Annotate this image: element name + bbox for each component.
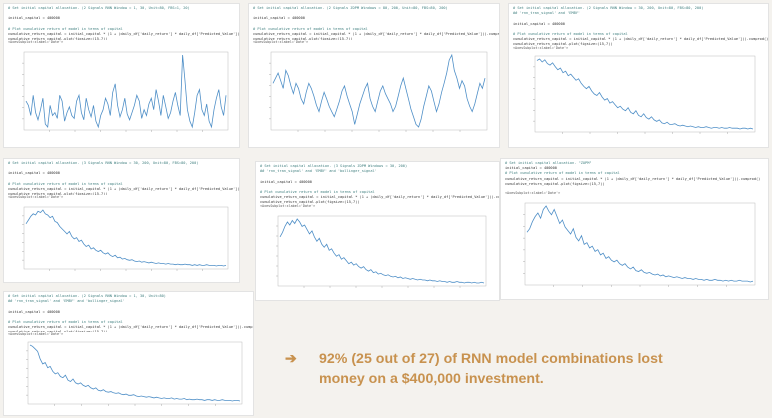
code-comment: # Plot cumulative return of model in ter… [8,26,123,31]
line-chart [22,206,229,271]
code-line: cumulative_return_capital.plot(figsize=(… [253,37,353,40]
notebook-cell-4: # Set initial capital allocation. (3 Sig… [3,158,240,283]
code-comment: # Plot cumulative return of model in ter… [8,319,123,324]
series-line [536,58,754,130]
line-chart [533,55,756,134]
code-line: initial_capital = 400000 [260,179,312,184]
summary-line-1: 92% (25 out of 27) of RNN model combinat… [319,351,663,367]
code-comment: # Set initial capital allocation. (2 Sig… [513,6,704,10]
plot-frame [534,55,756,133]
notebook-cell-7: # Set initial capital allocation. (2 Sig… [3,291,254,416]
series-line [272,53,486,128]
axes-output: <AxesSubplot:xlabel='Date'> [260,204,316,208]
code-comment: # Set initial capital allocation. "ZOPM" [505,161,592,165]
plot-frame [23,51,229,131]
code-comment: # Plot cumulative return of model in ter… [513,31,628,36]
code-comment: # Plot cumulative return of model in ter… [505,171,620,176]
plot-frame [27,341,243,405]
line-chart [26,341,243,406]
code-comment: # Plot cumulative return of model in ter… [260,189,375,194]
plot-frame [277,215,487,287]
code-comment: # Set initial capital allocation. (3 Sig… [8,161,199,165]
code-line: initial_capital = 400000 [8,309,60,314]
code-comment: ## 'rnn_tran_signal' and 'EMBY' [513,11,581,16]
line-chart [269,51,488,132]
line-chart [523,202,756,287]
code-block: # Set initial capital allocation. (2 Sig… [249,4,499,40]
axes-output: <AxesSubplot:xlabel='Date'> [513,46,569,50]
notebook-cell-1: # Set initial capital allocation. (2 Sig… [3,3,240,148]
code-line: cumulative_return_capital = initial_capi… [8,186,239,191]
code-comment: # Set initial capital allocation. (2 Sig… [253,6,448,10]
arrow-right-icon: ➔ [285,351,297,367]
notebook-cell-6: # Set initial capital allocation. "ZOPM"… [500,158,769,300]
code-line: cumulative_return_capital.plot(figsize=(… [260,200,360,204]
code-line: initial_capital = 400000 [253,16,305,21]
series-line [526,205,754,283]
summary-line-2: money on a $400,000 investment. [319,371,544,387]
code-comment: # Set initial capital allocation. (3 Sig… [260,164,408,168]
notebook-cell-3: # Set initial capital allocation. (2 Sig… [508,3,769,148]
line-chart [276,215,487,288]
series-line [29,344,241,402]
code-line: cumulative_return_capital = initial_capi… [8,325,253,330]
code-line: initial_capital = 400000 [8,171,60,176]
line-chart [22,51,229,132]
code-line: initial_capital = 400000 [513,21,565,26]
code-comment: # Set initial capital allocation. (2 Sig… [8,6,190,10]
code-line: cumulative_return_capital.plot(figsize=(… [505,181,605,186]
code-block: # Set initial capital allocation. "ZOPM"… [501,159,768,191]
plot-frame [270,51,488,131]
axes-output: <AxesSubplot:xlabel='Date'> [8,40,64,44]
axes-output: <AxesSubplot:xlabel='Date'> [505,191,561,195]
series-line [279,218,485,284]
plot-frame [23,206,229,270]
code-line: cumulative_return_capital.plot(figsize=(… [513,42,613,46]
notebook-cell-5: # Set initial capital allocation. (3 Sig… [255,161,500,301]
code-block: # Set initial capital allocation. (3 Sig… [4,159,239,195]
code-line: cumulative_return_capital = initial_capi… [505,176,761,181]
code-line: initial_capital = 400000 [505,166,557,171]
code-block: # Set initial capital allocation. (3 Sig… [256,162,499,204]
code-comment: # Plot cumulative return of model in ter… [8,181,123,186]
code-line: cumulative_return_capital = initial_capi… [8,31,239,36]
code-line: cumulative_return_capital = initial_capi… [260,195,499,200]
code-comment: ## 'rnn_tran_signal' and 'EMBY' and 'bol… [260,169,377,174]
axes-output: <AxesSubplot:xlabel='Date'> [8,332,64,336]
notebook-cell-2: # Set initial capital allocation. (2 Sig… [248,3,500,148]
code-comment: ## 'rnn_tran_signal' and 'EMBY' and 'bol… [8,299,125,304]
axes-output: <AxesSubplot:xlabel='Date'> [253,40,309,44]
code-comment: # Set initial capital allocation. (2 Sig… [8,294,166,298]
code-block: # Set initial capital allocation. (2 Sig… [4,292,253,332]
code-line: cumulative_return_capital = initial_capi… [253,31,499,36]
code-line: cumulative_return_capital.plot(figsize=(… [8,37,108,40]
axes-output: <AxesSubplot:xlabel='Date'> [8,195,64,199]
series-line [25,54,227,129]
code-line: cumulative_return_capital = initial_capi… [513,37,768,42]
code-comment: # Plot cumulative return of model in ter… [253,26,368,31]
plot-frame [524,202,756,286]
code-line: initial_capital = 400000 [8,16,60,21]
code-line: cumulative_return_capital.plot(figsize=(… [8,330,249,332]
series-line [25,209,227,267]
code-block: # Set initial capital allocation. (2 Sig… [509,4,768,46]
summary-caption: ➔ 92% (25 out of 27) of RNN model combin… [285,349,755,389]
code-line: cumulative_return_capital.plot(figsize=(… [8,192,108,195]
code-block: # Set initial capital allocation. (2 Sig… [4,4,239,40]
